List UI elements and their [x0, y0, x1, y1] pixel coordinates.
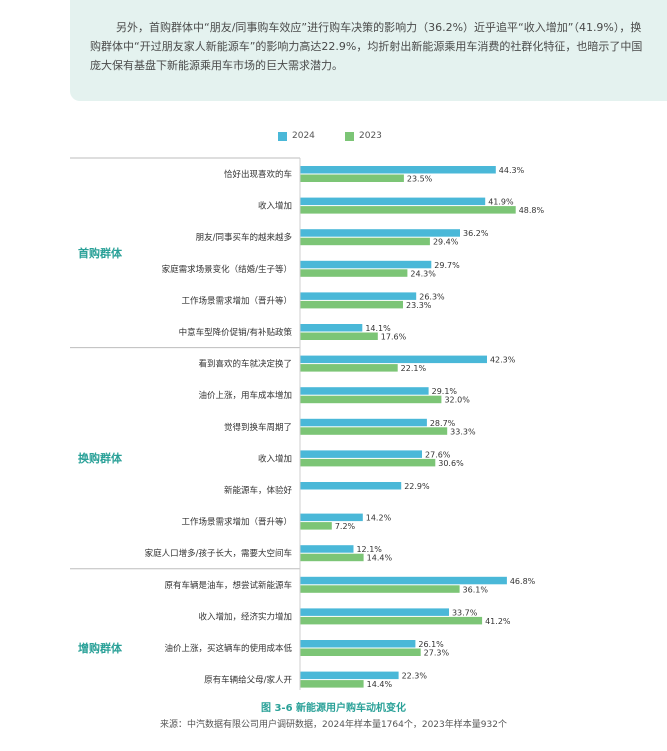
- value-label-2023: 23.3%: [406, 301, 432, 310]
- bar-2023: [300, 300, 403, 309]
- category-label: 觉得到换车周期了: [224, 422, 292, 433]
- legend-item-2023: 2023: [345, 131, 382, 141]
- category-label: 家庭人口增多/孩子长大，需要大空间车: [145, 548, 292, 559]
- legend-item-2024: 2024: [278, 131, 315, 141]
- bar-2024: [300, 260, 432, 269]
- bar-2024: [300, 197, 486, 206]
- value-label-2024: 44.3%: [499, 166, 525, 175]
- bar-2024: [300, 513, 363, 522]
- category-label: 恰好出现喜欢的车: [224, 169, 292, 180]
- bar-2024: [300, 387, 429, 395]
- intro-panel: 另外，首购群体中“朋友/同事购车效应”进行购车决策的影响力（36.2%）近乎追平…: [70, 0, 667, 101]
- category-label: 油价上涨，用车成本增加: [198, 390, 292, 401]
- legend-swatch-2023: [345, 131, 354, 141]
- category-label: 看到喜欢的车就决定换了: [198, 359, 292, 370]
- bar-2024: [300, 545, 354, 553]
- value-label-2024: 27.6%: [425, 450, 451, 459]
- value-label-2024: 36.2%: [463, 229, 489, 238]
- bar-2024: [300, 418, 427, 427]
- bar-2023: [300, 553, 364, 562]
- category-label: 新能源车，体验好: [224, 485, 293, 496]
- value-label-2023: 14.4%: [367, 554, 393, 563]
- bar-2023: [300, 395, 442, 404]
- category-label: 原有车辆给父母/家人开: [204, 675, 292, 686]
- bar-2023: [300, 680, 364, 688]
- value-label-2024: 46.8%: [510, 577, 536, 586]
- bar-2023: [300, 616, 483, 625]
- bar-2023: [300, 648, 421, 656]
- value-label-2023: 7.2%: [335, 522, 356, 531]
- value-label-2024: 26.1%: [418, 640, 444, 649]
- chart-legend: 2024 2023: [0, 131, 667, 147]
- bar-2024: [300, 640, 416, 648]
- value-label-2024: 14.1%: [365, 324, 391, 333]
- bar-2024: [300, 166, 496, 174]
- bar-2024: [300, 324, 363, 332]
- bar-2023: [300, 237, 430, 246]
- value-label-2023: 33.3%: [450, 427, 476, 436]
- value-label-2023: 48.8%: [519, 206, 545, 215]
- category-label: 工作场景需求增加（晋升等）: [181, 295, 292, 306]
- value-label-2023: 27.3%: [424, 649, 450, 658]
- bar-2023: [300, 364, 398, 372]
- group-label: 换购群体: [78, 451, 123, 465]
- value-label-2024: 12.1%: [356, 545, 382, 554]
- bar-2024: [300, 608, 449, 616]
- category-label: 收入增加，经济实力增加: [198, 611, 292, 622]
- category-label: 中意车型降价促销/有补贴政策: [179, 327, 293, 338]
- value-label-2024: 33.7%: [452, 608, 478, 617]
- bar-2024: [300, 671, 399, 680]
- value-label-2024: 41.9%: [488, 198, 514, 207]
- value-label-2023: 41.2%: [485, 617, 511, 626]
- value-label-2023: 29.4%: [433, 238, 459, 247]
- bar-2023: [300, 174, 404, 182]
- value-label-2023: 36.1%: [463, 585, 489, 594]
- category-label: 家庭需求场景变化（结婚/生子等）: [162, 264, 292, 275]
- bar-2024: [300, 229, 460, 237]
- bar-2024: [300, 576, 507, 585]
- chart-source: 来源：中汽数据有限公司用户调研数据，2024年样本量1764个，2023年样本量…: [160, 720, 507, 730]
- legend-label-2024: 2024: [292, 131, 315, 141]
- bar-2024: [300, 450, 422, 458]
- category-label: 工作场景需求增加（晋升等）: [181, 517, 292, 528]
- motivation-bar-chart: 首购群体 恰好出现喜欢的车 44.3% 23.5% 收入增加 41.9% 48.8% 朋友/同…: [70, 157, 545, 690]
- bar-2023: [300, 332, 378, 340]
- legend-swatch-2024: [278, 131, 287, 141]
- value-label-2024: 29.1%: [432, 387, 458, 396]
- value-label-2024: 29.7%: [434, 261, 460, 270]
- group-label: 首购群体: [78, 246, 123, 260]
- value-label-2023: 14.4%: [367, 680, 393, 689]
- value-label-2024: 14.2%: [366, 514, 392, 523]
- value-label-2023: 30.6%: [438, 459, 464, 468]
- bar-2023: [300, 585, 460, 593]
- bar-2023: [300, 269, 408, 277]
- value-label-2024: 42.3%: [490, 356, 516, 365]
- bar-2024: [300, 482, 402, 490]
- category-label: 收入增加: [258, 201, 292, 212]
- value-label-2024: 22.9%: [404, 482, 430, 491]
- bar-2023: [300, 206, 516, 214]
- value-label-2023: 24.3%: [410, 269, 436, 278]
- intro-paragraph: 另外，首购群体中“朋友/同事购车效应”进行购车决策的影响力（36.2%）近乎追平…: [90, 21, 643, 72]
- bar-2023: [300, 427, 448, 435]
- bar-2023: [300, 458, 436, 467]
- bar-2023: [300, 522, 332, 530]
- value-label-2023: 22.1%: [401, 364, 427, 373]
- bar-2024: [300, 292, 417, 300]
- category-label: 油价上涨，买这辆车的使用成本低: [164, 643, 292, 654]
- bar-2024: [300, 355, 487, 364]
- value-label-2023: 17.6%: [381, 333, 407, 342]
- value-label-2023: 23.5%: [407, 175, 433, 184]
- value-label-2024: 26.3%: [419, 292, 445, 301]
- category-label: 朋友/同事买车的越来越多: [196, 232, 293, 243]
- category-label: 收入增加: [258, 453, 292, 464]
- group-label: 增购群体: [78, 641, 123, 655]
- chart-caption: 图 3-6 新能源用户购车动机变化: [260, 703, 407, 714]
- value-label-2024: 22.3%: [402, 672, 428, 681]
- category-label: 原有车辆是油车，想尝试新能源车: [164, 580, 292, 591]
- value-label-2024: 28.7%: [430, 419, 456, 428]
- value-label-2023: 32.0%: [444, 396, 470, 405]
- legend-label-2023: 2023: [359, 131, 382, 141]
